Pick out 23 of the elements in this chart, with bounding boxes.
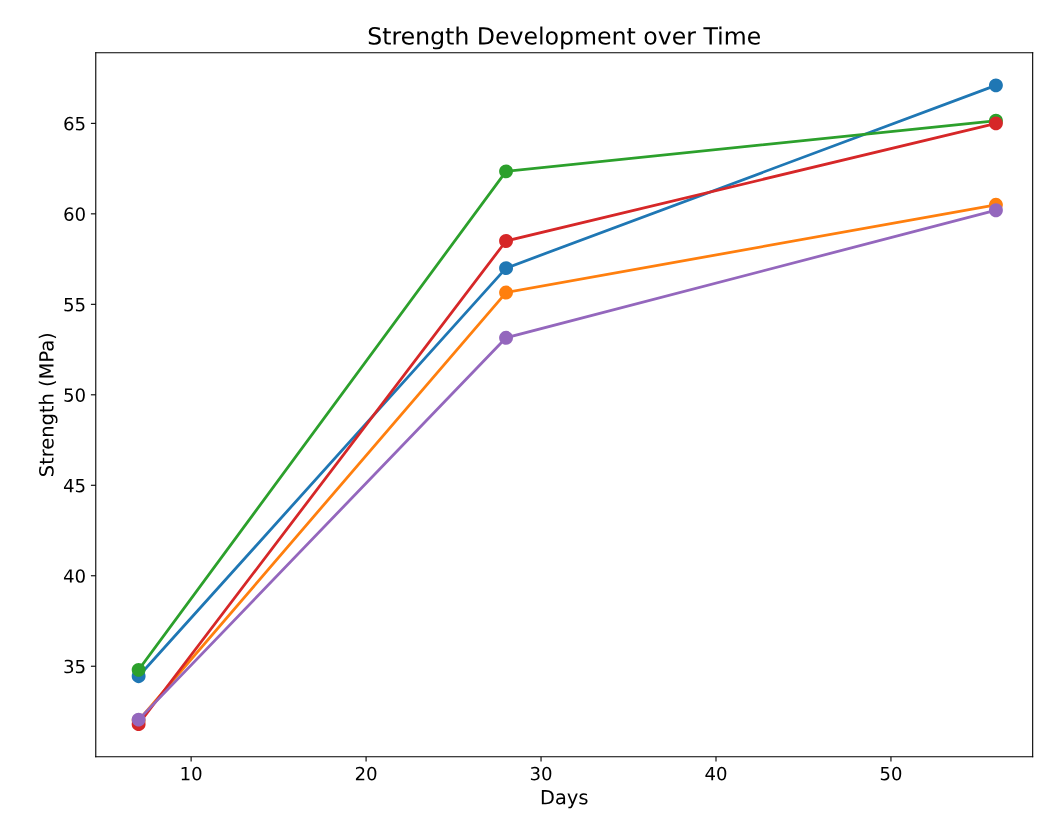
point: [499, 261, 513, 276]
point: [131, 662, 146, 677]
y-tick-label: 55: [64, 298, 85, 312]
point: [499, 285, 513, 300]
point: [499, 164, 513, 179]
x-tick-label: 50: [880, 766, 902, 781]
point: [988, 203, 1003, 218]
y-axis-title: Strength (MPa): [38, 333, 58, 476]
y-tick-label: 40: [63, 569, 85, 583]
chart-title: Strength Development over Time: [368, 26, 760, 50]
x-tick-label: 40: [705, 766, 727, 781]
point: [499, 330, 513, 345]
point: [499, 234, 513, 248]
point: [988, 78, 1003, 93]
y-tick-label: 35: [64, 659, 85, 674]
x-tick-label: 30: [530, 766, 552, 781]
y-tick-label: 50: [64, 388, 85, 402]
y-tick-label: 65: [64, 116, 85, 131]
x-axis-title: Days: [541, 790, 588, 809]
x-tick-label: 20: [355, 766, 377, 781]
x-tick-label: 10: [181, 766, 202, 781]
y-tick-label: 60: [64, 207, 85, 221]
y-tick-label: 45: [63, 478, 85, 493]
